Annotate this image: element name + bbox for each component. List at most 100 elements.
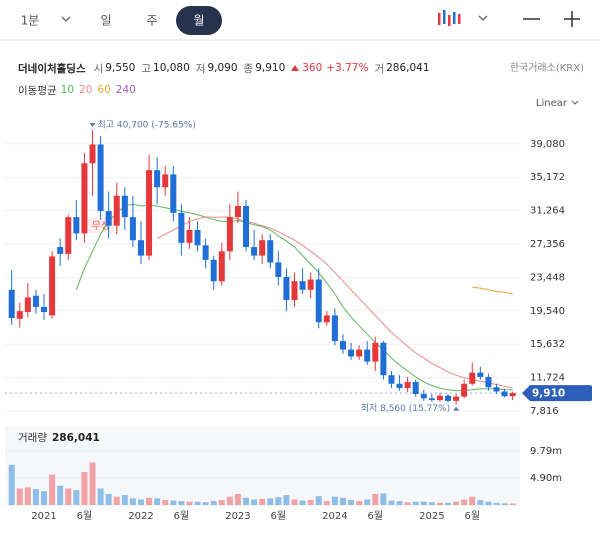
x-tick-label: 2025 bbox=[419, 511, 444, 522]
volume-bar bbox=[356, 501, 363, 505]
field-value: 10,080 bbox=[153, 62, 190, 74]
y-tick-label: 4.90m bbox=[530, 473, 562, 484]
icon-bar bbox=[448, 15, 451, 26]
interval-tab[interactable]: 일 bbox=[100, 14, 111, 28]
volume-bar bbox=[380, 493, 387, 505]
candle-body bbox=[113, 195, 120, 226]
volume-bar bbox=[113, 496, 120, 505]
volume-bar bbox=[121, 495, 128, 505]
candle-body bbox=[436, 395, 443, 401]
interval-chevron[interactable] bbox=[61, 16, 71, 22]
scale-chevron[interactable] bbox=[571, 100, 579, 105]
volume-bar bbox=[501, 503, 508, 505]
scale-mode[interactable]: Linear bbox=[536, 98, 568, 109]
candle-body bbox=[105, 211, 112, 226]
y-tick-label: 15,632 bbox=[530, 339, 565, 350]
field-value: 9,550 bbox=[105, 62, 136, 74]
candle-body bbox=[251, 247, 258, 256]
ma-legend-entry[interactable]: 240 bbox=[115, 84, 136, 96]
low-note: 최저 8,560 (15.77%) bbox=[361, 403, 450, 414]
candle-body bbox=[65, 217, 72, 254]
volume-bar bbox=[348, 500, 355, 505]
volume-bar bbox=[146, 497, 153, 505]
chart-type-chevron[interactable] bbox=[478, 15, 488, 21]
y-tick-label: 19,540 bbox=[530, 306, 565, 317]
volume-bar bbox=[73, 490, 80, 505]
icon-bar bbox=[438, 13, 441, 25]
ma-legend-entry[interactable]: 60 bbox=[97, 84, 111, 96]
x-tick-label: 2023 bbox=[225, 511, 250, 522]
candle-body bbox=[493, 387, 500, 392]
ma-legend-entry[interactable]: 20 bbox=[79, 84, 93, 96]
candle-body bbox=[202, 245, 209, 260]
candle-body bbox=[348, 349, 355, 357]
interval-tab[interactable]: 주 bbox=[146, 14, 157, 28]
y-tick-label: 31,264 bbox=[530, 206, 565, 217]
candle-body bbox=[477, 372, 484, 377]
volume-bar bbox=[331, 496, 338, 505]
volume-bar bbox=[32, 489, 39, 505]
candle-body bbox=[388, 375, 395, 384]
candle-body bbox=[356, 349, 363, 357]
volume-bar bbox=[428, 502, 435, 505]
y-tick-label: 9.79m bbox=[530, 446, 562, 457]
candle-body bbox=[210, 259, 217, 282]
volume-bar bbox=[445, 502, 452, 505]
candle-body bbox=[372, 342, 379, 362]
volume-bar bbox=[129, 498, 136, 505]
candle-body bbox=[121, 195, 128, 218]
candle-body bbox=[137, 240, 144, 256]
field-label: 저 bbox=[195, 62, 206, 75]
candle-body bbox=[275, 262, 282, 277]
candle-body bbox=[501, 391, 508, 397]
candle-body bbox=[485, 376, 492, 388]
candle-body bbox=[453, 396, 460, 401]
moving-average-line bbox=[472, 286, 513, 295]
ma-legend-entry[interactable]: 10 bbox=[60, 84, 75, 96]
candle-body bbox=[404, 382, 411, 389]
plot-area bbox=[8, 129, 516, 405]
volume-bar bbox=[412, 501, 419, 505]
last-price-tag bbox=[522, 385, 592, 402]
icon-bar bbox=[443, 10, 446, 24]
candle-body bbox=[57, 247, 64, 254]
candle-body bbox=[186, 229, 193, 243]
volume-title: 거래량 bbox=[18, 432, 47, 444]
volume-bar bbox=[404, 502, 411, 505]
candle-body bbox=[178, 212, 185, 243]
interval-tab[interactable]: 1분 bbox=[21, 14, 40, 28]
event-label: 무상 bbox=[92, 220, 110, 232]
volume-value: 286,041 bbox=[386, 62, 430, 74]
volume-bar bbox=[234, 493, 241, 505]
candle-body bbox=[24, 297, 31, 312]
x-tick-label: 6월 bbox=[271, 510, 287, 522]
y-tick-label: 23,448 bbox=[530, 272, 565, 283]
volume-bar bbox=[49, 474, 56, 505]
field-value: 9,910 bbox=[255, 62, 286, 74]
volume-bar bbox=[170, 500, 177, 505]
chart-type-icon[interactable] bbox=[438, 10, 461, 26]
zoom-in-button[interactable] bbox=[564, 11, 580, 27]
field-label: 종 bbox=[243, 62, 254, 75]
volume-bar bbox=[251, 499, 258, 505]
stock-name: 더네이처홀딩스 bbox=[18, 62, 86, 75]
interval-tab[interactable]: 월 bbox=[193, 14, 204, 28]
volume-bar bbox=[41, 491, 48, 505]
candle-body bbox=[445, 395, 452, 401]
volume-bar bbox=[477, 500, 484, 505]
volume-bar bbox=[81, 471, 88, 505]
candle-body bbox=[428, 398, 435, 401]
candle-body bbox=[509, 393, 516, 397]
volume-bar bbox=[259, 498, 266, 505]
candle-body bbox=[469, 372, 476, 384]
candle-body bbox=[291, 281, 298, 301]
candle-body bbox=[299, 281, 306, 290]
volume-bar bbox=[469, 496, 476, 505]
volume-bar bbox=[186, 501, 193, 505]
candle-body bbox=[73, 217, 80, 234]
field-label: 시 bbox=[93, 62, 104, 75]
candle-body bbox=[364, 349, 371, 362]
y-tick-label: 35,172 bbox=[530, 172, 565, 183]
y-tick-label: 27,356 bbox=[530, 239, 565, 250]
candle-body bbox=[323, 315, 330, 323]
